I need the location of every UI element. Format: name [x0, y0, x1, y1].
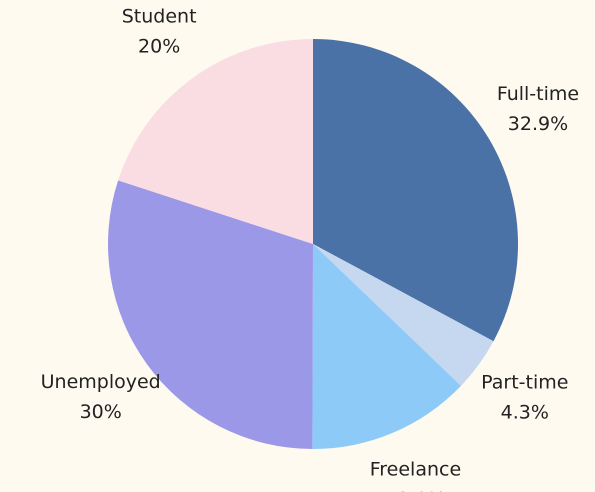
- slice-value-label: 32.9%: [508, 113, 568, 135]
- pie-slice: [313, 39, 518, 342]
- slice-value-label: 30%: [80, 401, 122, 423]
- slice-label: Part-time: [481, 372, 568, 394]
- pie-slice: [108, 180, 313, 449]
- pie-slice: [312, 244, 461, 449]
- pie-slice: [118, 39, 313, 244]
- slice-label: Freelance: [370, 459, 461, 481]
- pie-slice: [313, 244, 494, 386]
- slice-label: Unemployed: [41, 371, 161, 393]
- slice-value-label: 20%: [138, 35, 180, 57]
- slice-value-label: 12.9%: [385, 489, 445, 492]
- slice-label: Full-time: [497, 83, 579, 105]
- slice-label: Student: [122, 5, 197, 27]
- slice-value-label: 4.3%: [501, 402, 549, 424]
